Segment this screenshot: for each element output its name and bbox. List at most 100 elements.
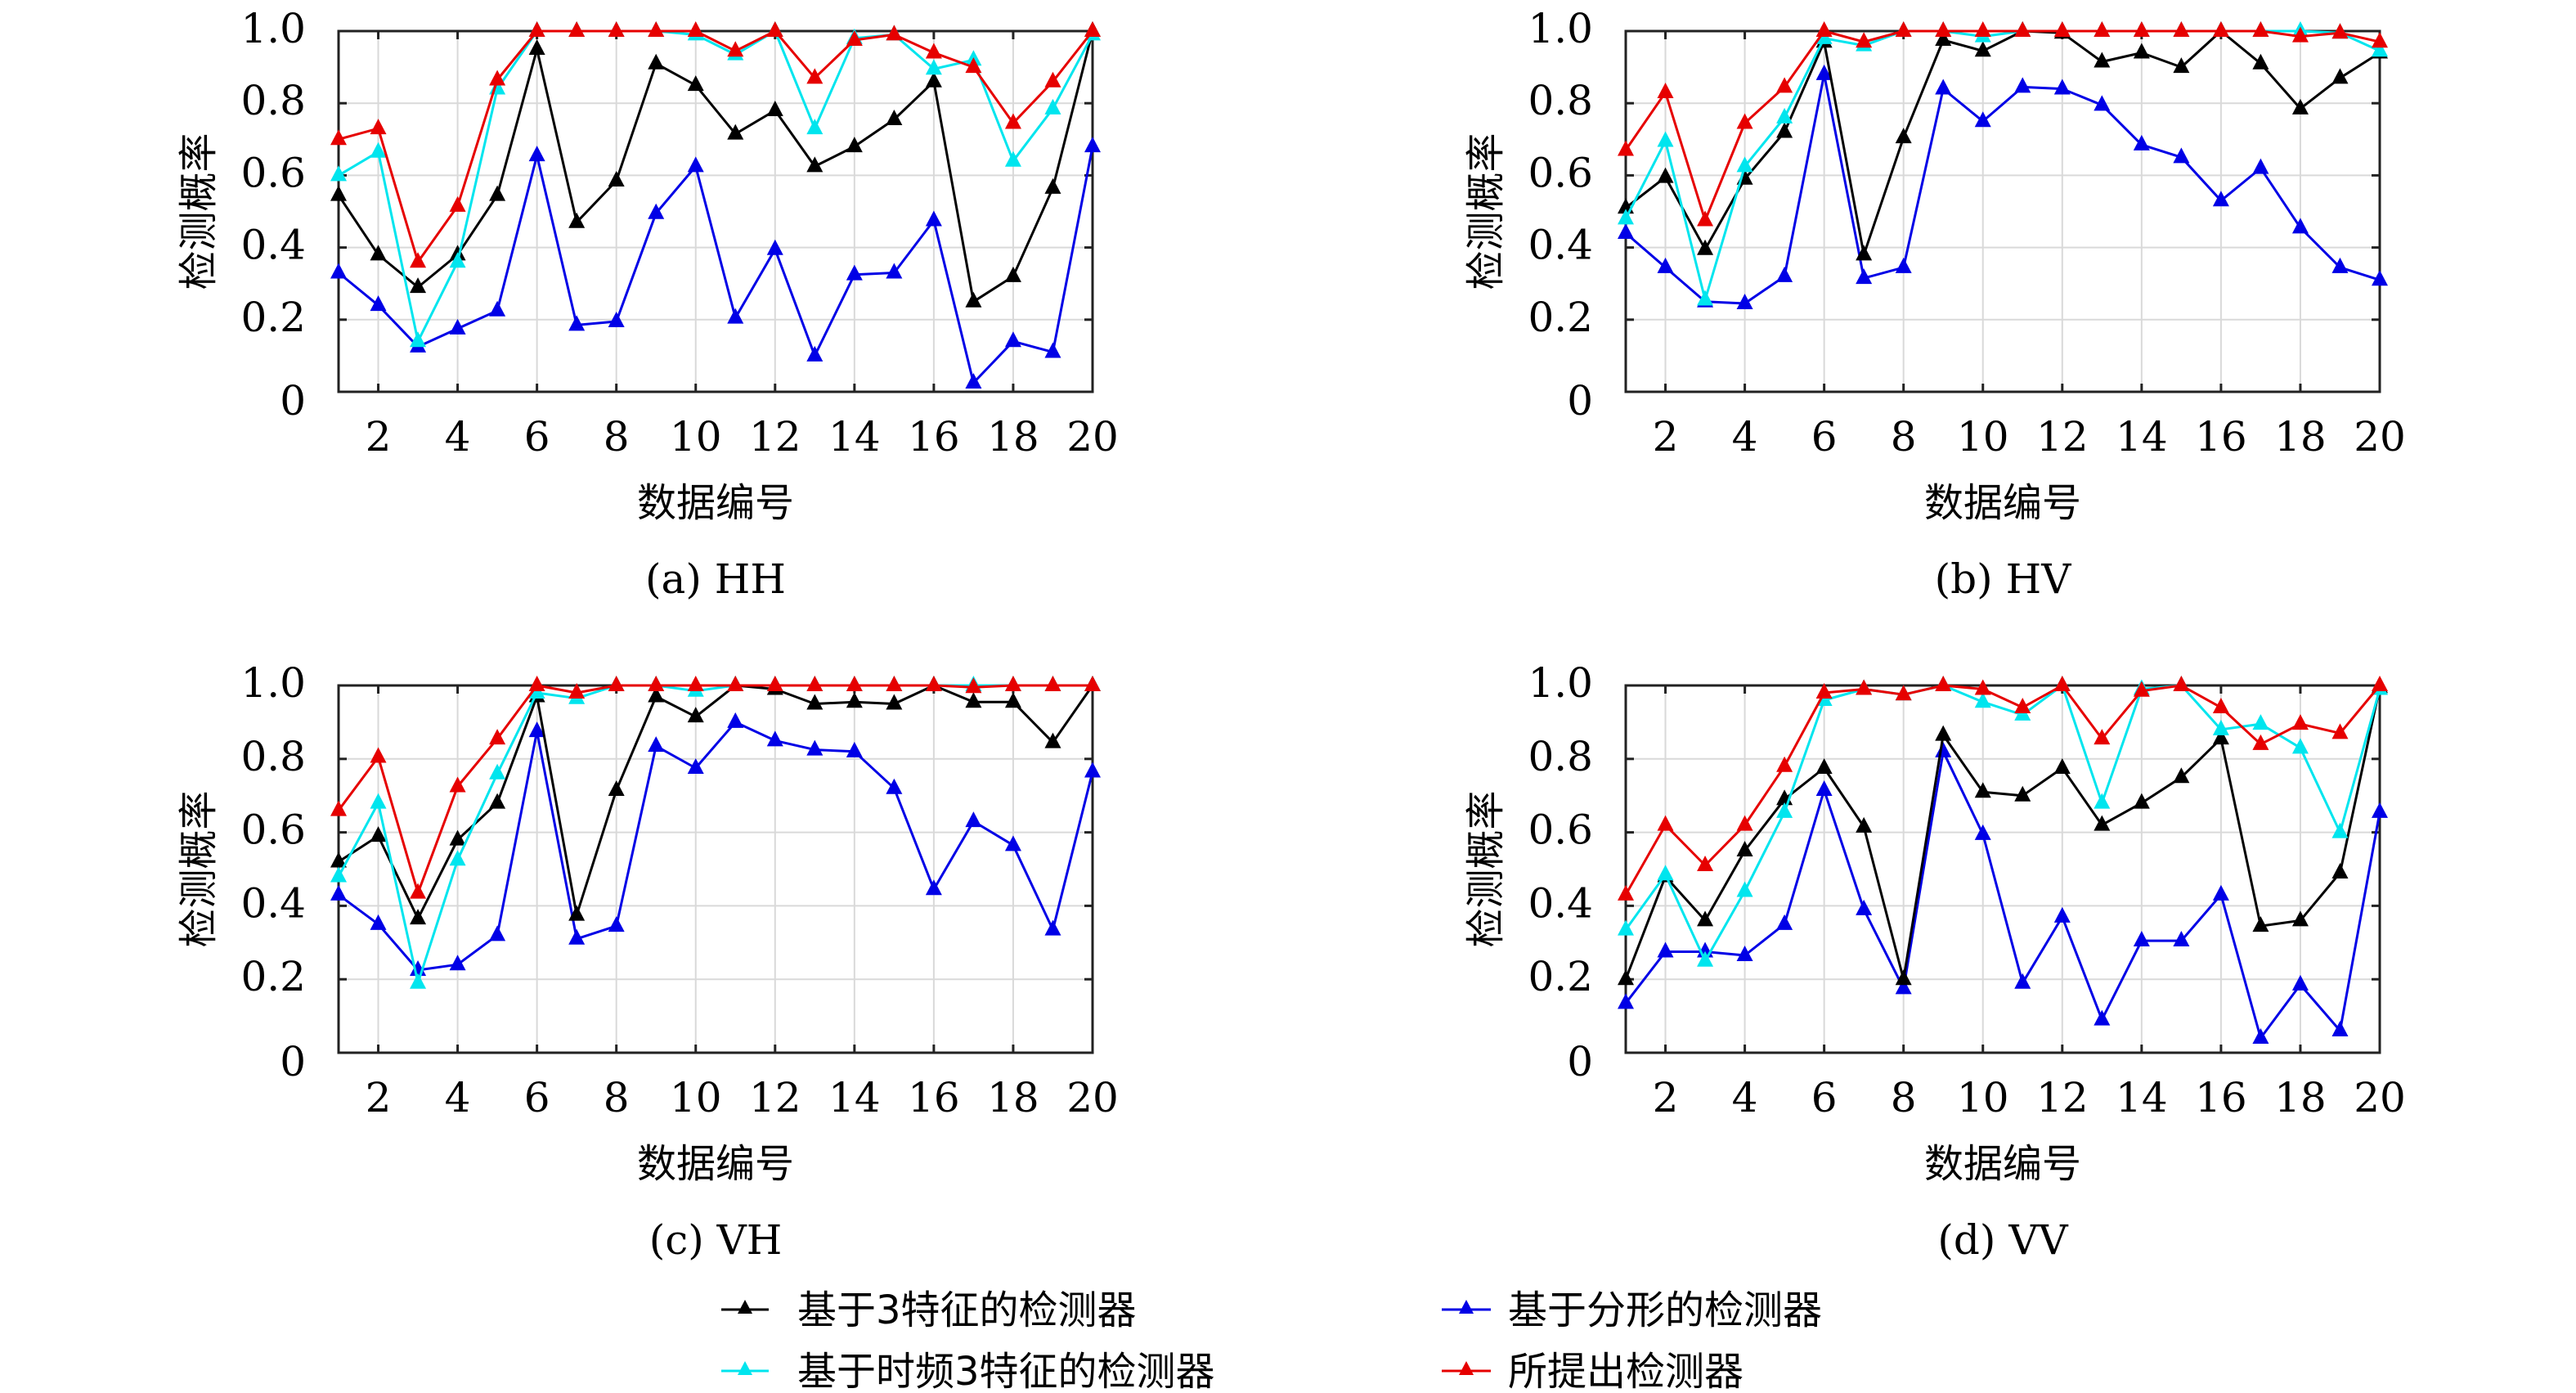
x-tick-label: 18: [2274, 1074, 2327, 1121]
y-tick-label: 0.4: [1528, 222, 1593, 269]
data-point-cyan: [1697, 290, 1714, 306]
data-point-blue: [727, 308, 744, 324]
x-tick-label: 6: [524, 413, 550, 461]
data-point-blue: [2331, 257, 2349, 273]
data-point-red: [965, 57, 982, 74]
data-point-black: [410, 277, 427, 294]
data-point-cyan: [1004, 151, 1021, 167]
data-point-blue: [1044, 919, 1061, 936]
data-point-black: [886, 694, 903, 710]
data-point-black: [489, 793, 506, 809]
data-point-red: [1895, 21, 1912, 37]
data-point-blue: [1974, 824, 1991, 840]
data-point-blue: [528, 146, 545, 162]
x-tick-label: 14: [828, 413, 881, 461]
data-point-red: [687, 21, 704, 37]
data-point-red: [330, 800, 347, 816]
legend-item-black: 基于3特征的检测器: [721, 1287, 1137, 1333]
data-point-blue: [449, 318, 466, 335]
data-point-blue: [2014, 77, 2031, 93]
data-point-cyan: [2331, 822, 2349, 838]
data-point-black: [1004, 692, 1021, 708]
data-point-red: [410, 883, 427, 899]
data-point-black: [2331, 68, 2349, 84]
chart-panel-a: 2 4 6 8 10 12 14 16 18 20 0 0.2 0.4 0.6 0.8 1.0 检测概率数据编号…: [176, 5, 1119, 603]
x-tick-label: 12: [2036, 413, 2089, 461]
data-point-red: [2252, 734, 2269, 750]
data-point-black: [648, 53, 665, 70]
data-point-red: [489, 729, 506, 745]
x-tick-label: 8: [1891, 413, 1917, 461]
data-point-blue: [1815, 64, 1833, 80]
data-point-cyan: [1657, 865, 1674, 881]
data-point-blue: [1895, 978, 1912, 995]
data-point-blue: [687, 758, 704, 775]
x-tick-label: 20: [2354, 1074, 2406, 1121]
data-point-red: [1618, 884, 1634, 901]
data-point-cyan: [2094, 793, 2111, 809]
data-point-cyan: [1736, 881, 1753, 897]
x-tick-label: 6: [524, 1074, 550, 1121]
x-tick-label: 2: [1653, 413, 1679, 461]
data-point-black: [2014, 785, 2031, 802]
data-point-red: [1736, 113, 1753, 129]
data-point-black: [1697, 910, 1714, 927]
data-point-blue: [528, 721, 545, 738]
y-tick-label: 0.6: [240, 149, 306, 196]
data-point-cyan: [410, 331, 427, 348]
data-point-blue: [2094, 95, 2111, 111]
data-point-red: [1856, 32, 1873, 48]
data-point-black: [687, 707, 704, 723]
data-point-black: [1895, 128, 1912, 144]
y-tick-label: 0.2: [240, 294, 306, 341]
data-point-blue: [1084, 137, 1101, 153]
data-point-red: [886, 25, 903, 41]
chart-caption: (c) VH: [649, 1216, 783, 1264]
x-tick-label: 20: [1066, 1074, 1119, 1121]
data-point-black: [608, 171, 625, 187]
data-point-red: [410, 252, 427, 268]
data-point-black: [2252, 916, 2269, 932]
x-tick-label: 18: [987, 413, 1039, 461]
data-point-black: [1974, 41, 1991, 57]
data-point-red: [2133, 681, 2150, 697]
x-tick-label: 4: [1732, 1074, 1758, 1121]
legend-label-blue: 基于分形的检测器: [1508, 1287, 1822, 1333]
data-point-red: [2133, 21, 2150, 37]
data-point-red: [1657, 82, 1674, 98]
data-point-blue: [2053, 906, 2071, 923]
data-point-blue: [2372, 270, 2388, 286]
series-line-cyan: [338, 29, 1094, 343]
y-tick-label: 0.2: [1528, 294, 1593, 341]
data-point-red: [1935, 676, 1952, 691]
legend-label-black: 基于3特征的检测器: [797, 1287, 1137, 1333]
data-point-black: [568, 905, 586, 921]
data-point-blue: [568, 928, 586, 945]
data-point-blue: [1618, 222, 1634, 239]
plot-area: [339, 685, 1093, 1053]
data-point-cyan: [1736, 156, 1753, 173]
data-point-blue: [2291, 974, 2309, 991]
data-point-red: [1776, 756, 1793, 772]
y-tick-label: 0: [280, 1038, 306, 1085]
data-point-red: [1657, 815, 1674, 831]
series-blue: [330, 137, 1101, 389]
data-point-blue: [2212, 884, 2229, 901]
data-point-blue: [727, 712, 744, 728]
data-point-black: [2173, 767, 2190, 784]
data-point-black: [965, 291, 982, 308]
data-point-black: [2053, 758, 2071, 775]
data-point-blue: [886, 778, 903, 794]
data-point-black: [2173, 57, 2190, 74]
chart-panel-d: 2 4 6 8 10 12 14 16 18 20 0 0.2 0.4 0.6 0.8 1.0 检测概率数据编号…: [1463, 659, 2406, 1264]
data-point-cyan: [1044, 98, 1061, 115]
y-axis-title: 检测概率: [176, 133, 222, 290]
x-tick-label: 20: [2354, 413, 2406, 461]
data-point-black: [370, 245, 387, 261]
series-blue: [330, 712, 1101, 976]
data-point-blue: [965, 811, 982, 828]
x-axis-title: 数据编号: [637, 1141, 794, 1187]
data-point-red: [1815, 682, 1833, 699]
data-point-black: [608, 780, 625, 796]
